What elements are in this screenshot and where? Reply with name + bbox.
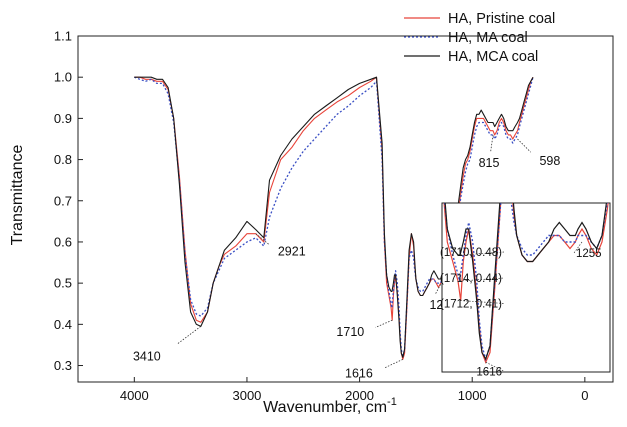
annotation-leader — [517, 138, 531, 153]
y-tick-label: 1.0 — [54, 70, 72, 85]
legend: HA, Pristine coal HA, MA coal HA, MCA coal — [404, 11, 555, 65]
inset-annotation-label: (1712, 0.41) — [440, 299, 502, 311]
x-axis-title: Wavenumber, cm-1 — [263, 396, 397, 416]
y-tick-label: 0.7 — [54, 193, 72, 208]
y-tick-label: 0.9 — [54, 111, 72, 126]
y-tick-label: 0.4 — [54, 317, 72, 332]
inset-annotation-leader — [573, 241, 583, 254]
plot-frame — [77, 35, 614, 383]
inset-annotation-leader — [460, 300, 505, 304]
x-tick-label: 1000 — [458, 388, 487, 403]
legend-label-1: HA, Pristine coal — [448, 11, 555, 27]
x-tick-label: 4000 — [120, 388, 149, 403]
inset-annotation-leader — [459, 277, 505, 282]
x-tick-label: 0 — [581, 388, 588, 403]
x-axis-title-exponent: -1 — [387, 396, 397, 408]
inset-annotation-leader — [485, 361, 505, 372]
y-tick-label: 0.6 — [54, 234, 72, 249]
inset-annotation-leader — [460, 251, 505, 256]
series-layer — [134, 76, 534, 360]
annotation-label: 598 — [539, 154, 560, 168]
inset-frame — [441, 202, 611, 373]
annotation-label: 815 — [479, 156, 500, 170]
inset: (1710, 0.48) (1714, 0.44) (1712, 0.41) 1616… — [440, 202, 611, 378]
x-tick-label: 2000 — [345, 388, 374, 403]
annotation-leader — [176, 326, 202, 345]
axis-ticks: 4000 3000 2000 1000 0 0.3 0.4 0.5 0.6 0.7 0.8 0.9 1.… — [54, 29, 589, 404]
annotation-leader — [384, 358, 403, 369]
annotation-leader — [490, 134, 494, 152]
inset-annotation-label: 1616 — [476, 366, 502, 378]
annotation-label: 1710 — [336, 325, 364, 339]
inset-annotation-label: (1714, 0.44) — [440, 273, 502, 285]
y-tick-label: 1.1 — [54, 29, 72, 44]
y-tick-label: 0.5 — [54, 276, 72, 291]
series-line-3 — [134, 76, 534, 358]
legend-label-3: HA, MCA coal — [448, 49, 538, 65]
x-tick-label: 3000 — [232, 388, 261, 403]
inset-annotation-label: (1710, 0.48) — [440, 247, 502, 259]
legend-label-2: HA, MA coal — [448, 30, 528, 46]
x-axis-title-main: Wavenumber, cm — [263, 399, 387, 416]
annotation-label: 3410 — [133, 349, 161, 363]
annotation-label: 1616 — [345, 366, 373, 380]
inset-series-line-3 — [444, 203, 608, 361]
y-tick-label: 0.3 — [54, 358, 72, 373]
annotation-leader — [375, 319, 393, 328]
y-axis-title: Transmittance — [9, 145, 26, 246]
annotation-label: 2921 — [278, 245, 306, 259]
inset-annotation-label: 1255 — [576, 248, 602, 260]
y-tick-label: 0.8 — [54, 152, 72, 167]
